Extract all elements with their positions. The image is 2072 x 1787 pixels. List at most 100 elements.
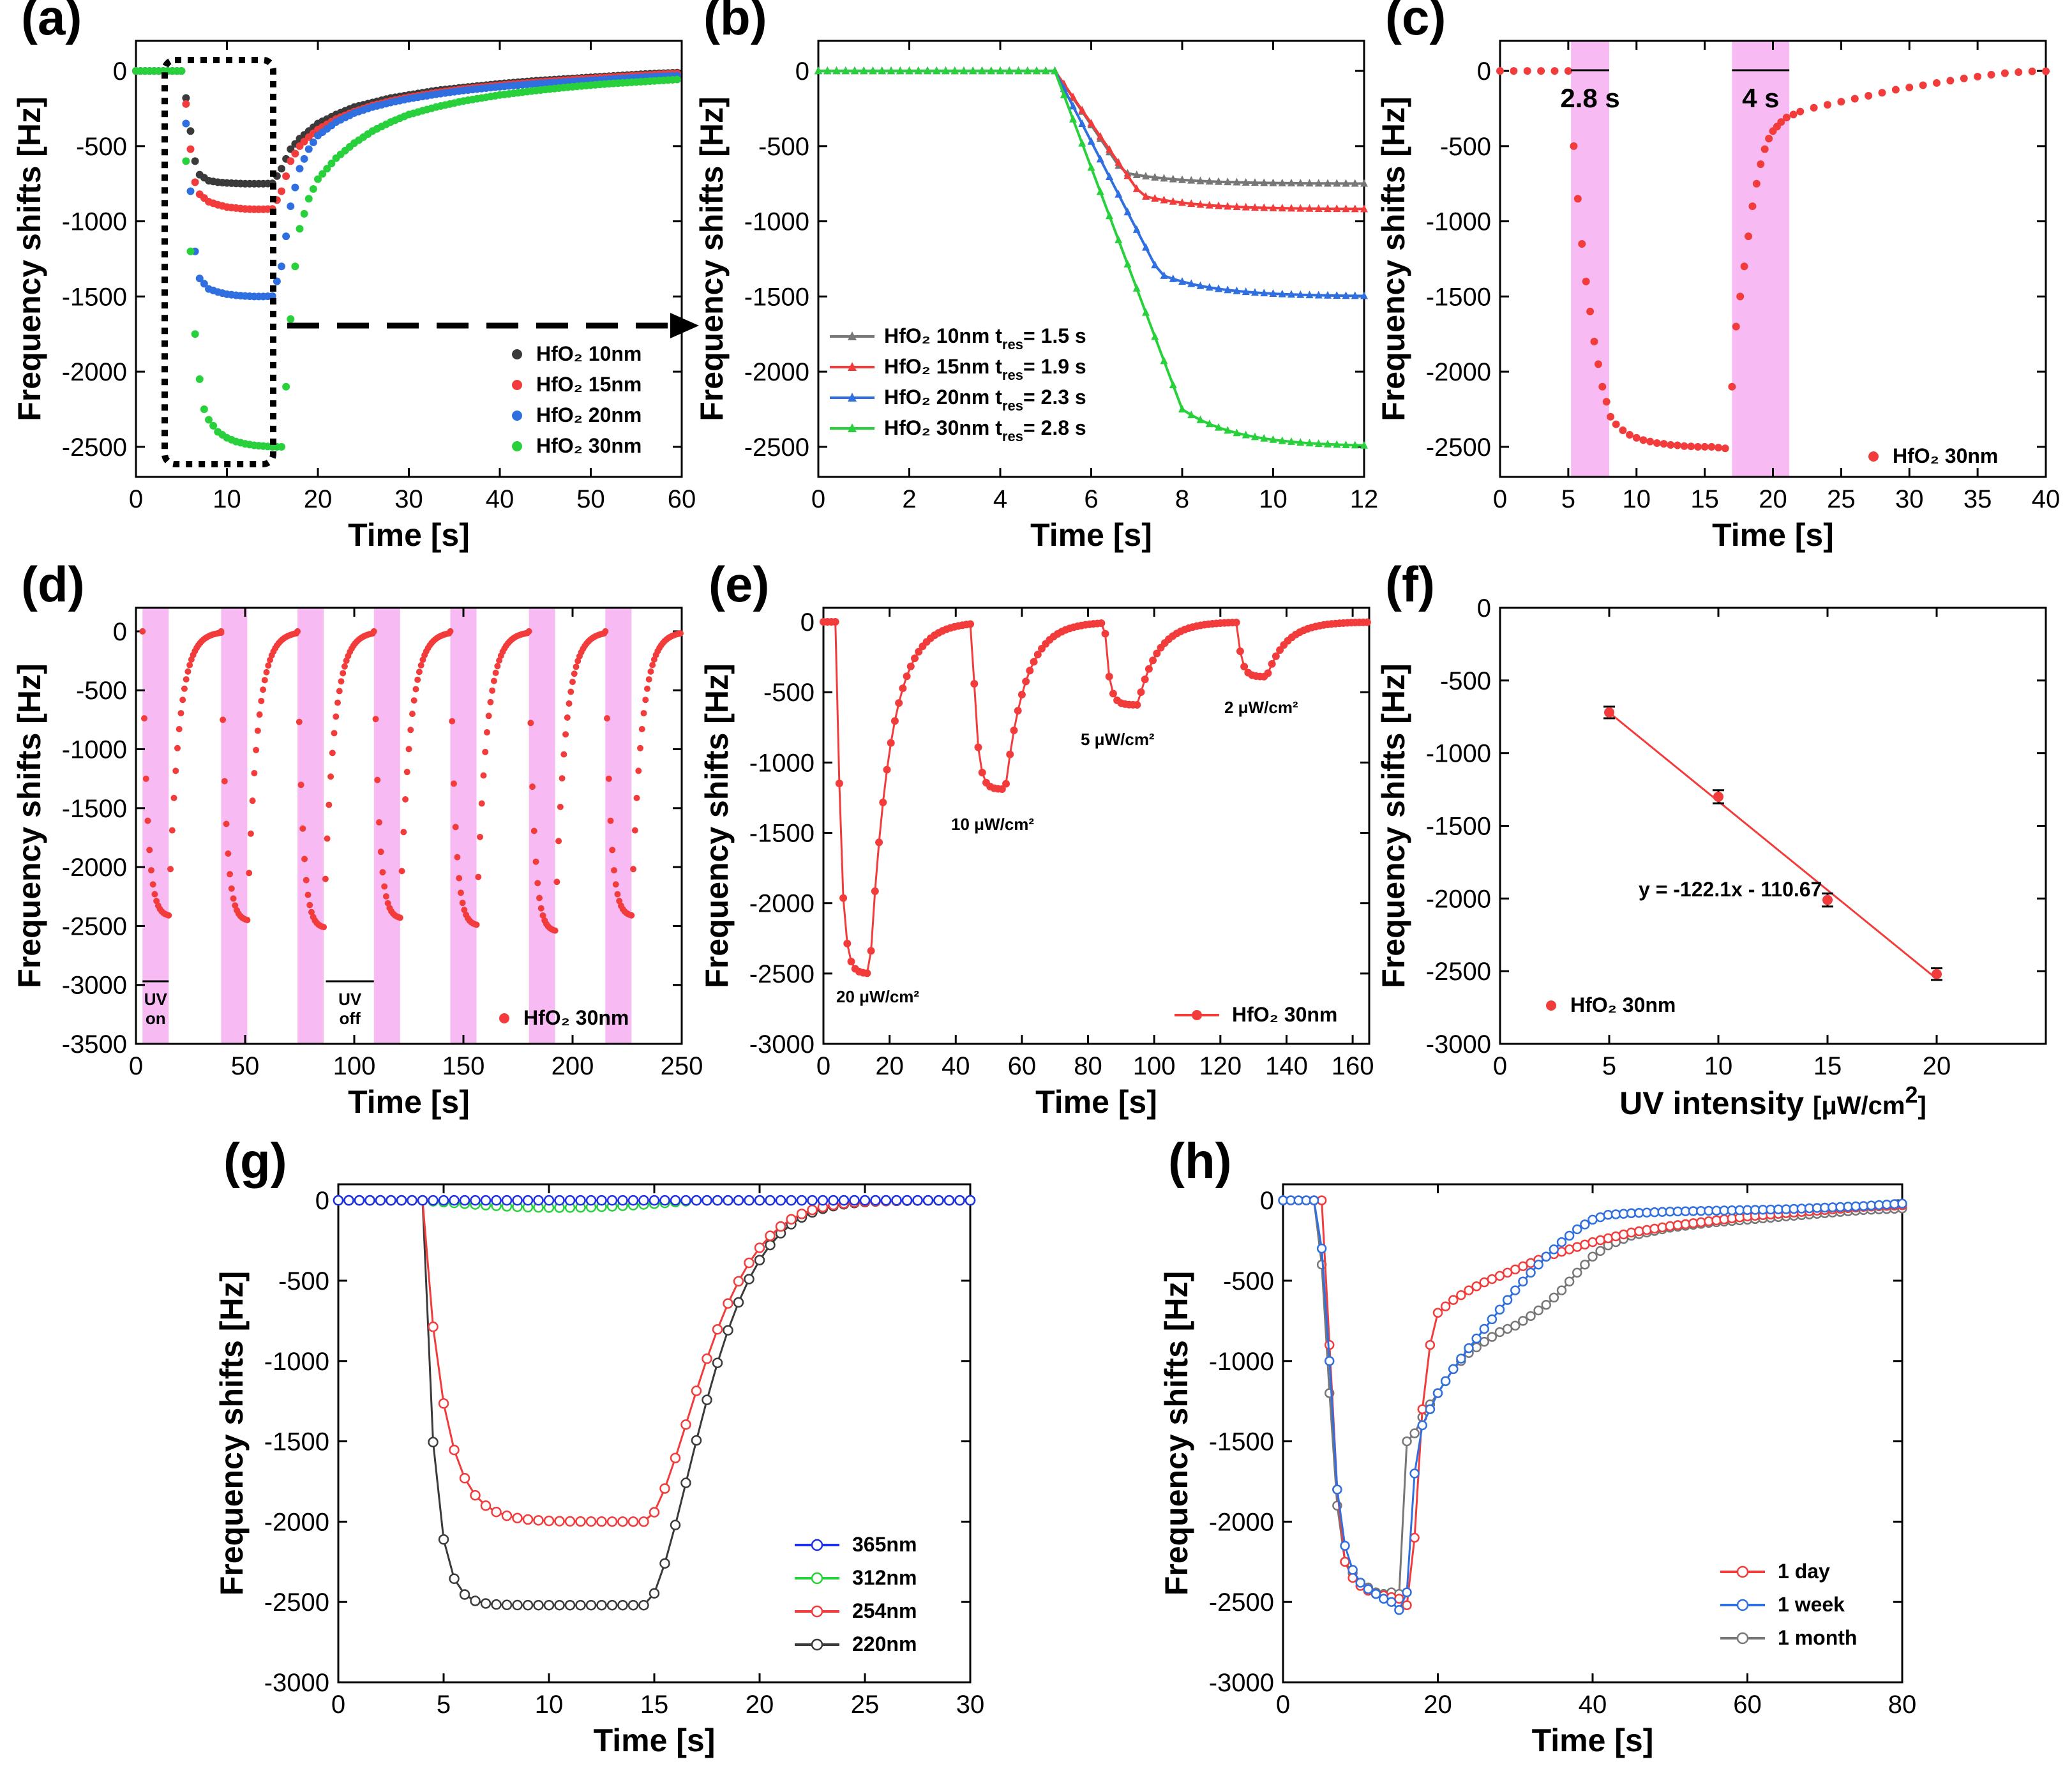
data-point-a-2 [300,155,308,163]
data-point-b-3 [933,66,941,75]
panel-label: (h) [1168,1133,1232,1189]
data-point-b-1 [1160,195,1168,204]
x-tick-label: 15 [1690,485,1719,513]
data-point-h-1 [1370,1588,1381,1599]
x-axis-label: Time [s] [348,517,470,553]
data-point-b-1 [1078,105,1086,114]
data-point-g-0 [817,1195,829,1206]
data-point-f [1932,969,1942,979]
legend-marker [848,362,857,371]
data-point-d [179,697,186,704]
data-point-g-3 [723,1325,733,1336]
data-point-b-2 [1224,285,1232,294]
data-point-b-2 [1123,207,1132,216]
data-point-b-3 [1296,438,1305,446]
data-point-b-2 [1087,137,1095,145]
x-tick-label: 120 [1199,1052,1242,1080]
data-point-h-0 [1456,1290,1466,1301]
data-point-b-0 [1224,177,1232,186]
data-point-e [875,838,883,847]
data-point-d [341,663,348,670]
x-tick-label: 150 [442,1052,485,1080]
data-point-e [1145,665,1153,673]
data-point-g-0 [575,1195,586,1206]
y-tick-label: -2000 [1426,358,1491,386]
x-axis-label: Time [s] [1532,1723,1654,1758]
y-axis-label: Frequency shifts [Hz] [1376,663,1411,988]
data-point-a-1 [278,187,285,195]
panel-label: (e) [709,556,769,612]
data-point-a-1 [182,100,190,108]
data-point-b-3 [1132,283,1141,292]
data-point-h-2 [1526,1311,1536,1322]
y-tick-label: -2000 [62,854,127,882]
data-point-h-0 [1464,1285,1474,1295]
data-point-g-3 [712,1357,723,1368]
data-point-b-3 [1278,436,1286,444]
data-point-g-2 [596,1516,607,1527]
data-point-c [1632,434,1640,442]
data-point-e [843,939,852,947]
data-point-h-1 [1897,1198,1907,1209]
uv-on-region [373,608,400,1044]
data-point-d [251,769,258,776]
data-point-c [1639,436,1648,444]
data-point-d [638,726,645,733]
y-tick-label: -2000 [62,358,127,386]
data-point-b-0 [1287,178,1295,186]
data-point-g-0 [375,1195,386,1206]
y-tick-label: -2000 [749,890,815,918]
data-point-g-0 [849,1195,860,1206]
data-point-d [485,713,492,720]
data-point-b-2 [1187,279,1196,287]
data-point-g-0 [364,1195,375,1206]
x-tick-label: 12 [1350,485,1379,513]
data-point-a-2 [304,145,313,153]
data-point-b-3 [1360,441,1368,449]
data-point-g-0 [796,1195,807,1206]
data-point-a-3 [282,382,290,391]
legend-marker [512,380,522,390]
data-point-g-2 [617,1516,628,1527]
data-point-f [1604,707,1614,718]
data-point-b-0 [1142,172,1150,180]
y-tick-label: -500 [76,133,127,161]
data-point-e [1133,700,1141,709]
data-point-c [1687,442,1695,451]
legend-label-main: HfO₂ 15nm t [884,355,1002,378]
data-point-c [1660,440,1668,448]
y-tick-label: -2500 [744,434,809,462]
data-point-b-2 [1287,290,1295,298]
x-tick-label: 8 [1175,485,1189,513]
data-point-g-2 [744,1257,754,1269]
data-point-d [553,878,560,886]
data-point-b-3 [896,66,905,75]
data-point-d [560,751,567,758]
data-point-a-0 [278,165,285,173]
y-tick-label: -3000 [1426,1030,1491,1059]
data-point-e [998,785,1006,793]
data-point-a-3 [287,315,295,323]
data-point-a-2 [291,183,299,192]
data-point-g-0 [754,1195,765,1206]
data-point-g-0 [712,1195,723,1206]
data-point-d [490,677,497,684]
data-point-d [382,893,389,900]
legend-label: 1 day [1778,1560,1830,1583]
data-point-h-2 [1533,1305,1543,1316]
data-point-b-2 [1324,290,1332,299]
data-point-d [398,868,405,875]
data-point-d [402,796,409,803]
data-point-b-3 [869,66,877,75]
data-point-d [649,661,656,668]
data-point-d [329,750,336,757]
data-point-d [604,715,611,722]
x-tick-label: 25 [851,1691,880,1719]
legend-label-sub: res [1002,336,1023,352]
legend-label-tail: = 1.5 s [1023,324,1086,347]
x-tick-label: 4 [993,485,1007,513]
data-point-g-0 [428,1195,439,1206]
data-point-d [333,713,340,720]
data-point-b-1 [1305,204,1314,212]
